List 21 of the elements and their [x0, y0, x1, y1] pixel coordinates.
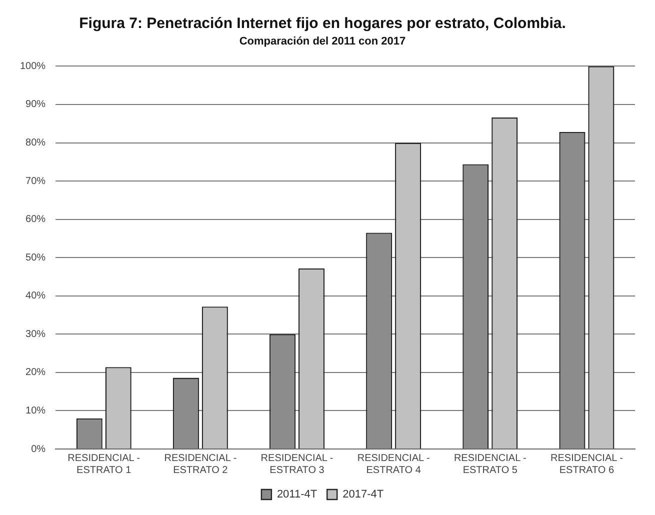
chart-subtitle: Comparación del 2011 con 2017 [239, 36, 406, 48]
y-tick-label: 80% [26, 138, 46, 149]
y-tick-label: 20% [26, 367, 46, 378]
y-tick-label: 30% [26, 328, 46, 340]
x-tick-label: RESIDENCIAL - ESTRATO 1 [68, 452, 140, 476]
y-tick-label: 10% [26, 405, 46, 416]
y-tick-label: 90% [26, 99, 46, 110]
y-tick-label: 100% [20, 60, 46, 72]
y-tick-label: 50% [26, 252, 46, 264]
y-tick-label: 60% [26, 214, 46, 226]
y-tick-label: 70% [26, 176, 46, 187]
x-tick-label: RESIDENCIAL - ESTRATO 5 [454, 452, 526, 476]
x-tick-label: RESIDENCIAL - ESTRATO 2 [164, 452, 237, 476]
legend-label: 2011-4T [276, 488, 318, 501]
x-tick-label: RESIDENCIAL - ESTRATO 4 [357, 452, 430, 476]
y-tick-label: 40% [26, 290, 46, 302]
legend-label: 2017-4T [342, 488, 384, 501]
x-tick-label: RESIDENCIAL - ESTRATO 3 [260, 452, 334, 476]
y-tick-label: 0% [31, 444, 46, 455]
x-tick-label: RESIDENCIAL - ESTRATO 6 [550, 452, 623, 476]
chart-title: Figura 7: Penetración Internet fijo en hogares por estrato, Colombia. [79, 15, 566, 32]
